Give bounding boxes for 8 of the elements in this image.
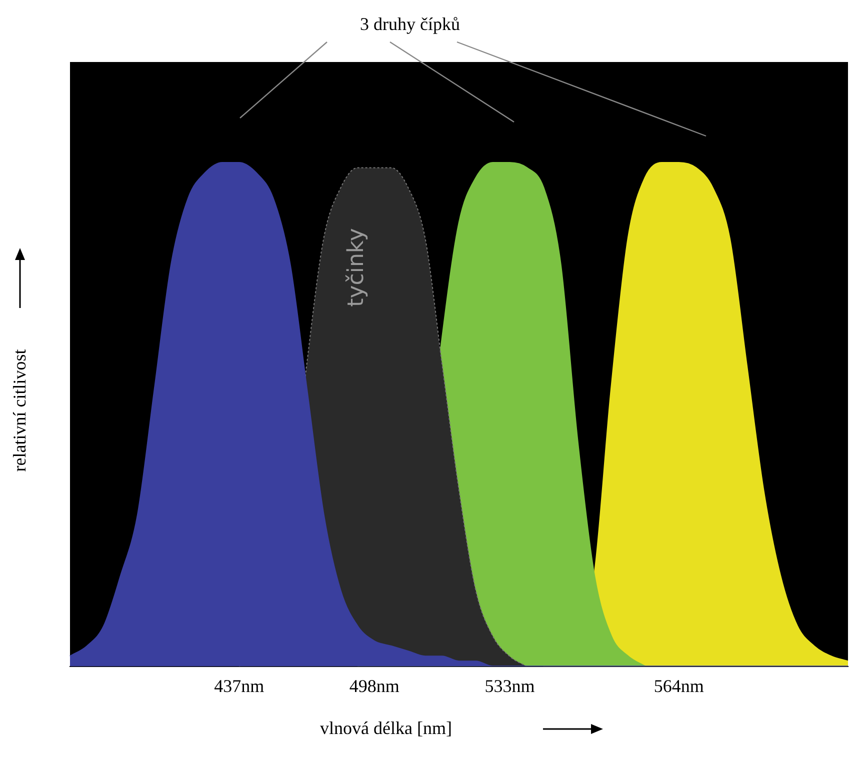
x-tick-label: 533nm [484, 676, 535, 696]
x-tick-label: 498nm [349, 676, 400, 696]
x-tick-label: 437nm [214, 676, 264, 696]
x-axis-title: vlnová délka [nm] [320, 718, 452, 739]
y-axis-title: relativní citlivost [10, 348, 30, 474]
series-label: tyčinky [344, 228, 370, 307]
text: 3 druhy čípků [360, 14, 460, 35]
x-tick-label: 564nm [654, 676, 704, 696]
